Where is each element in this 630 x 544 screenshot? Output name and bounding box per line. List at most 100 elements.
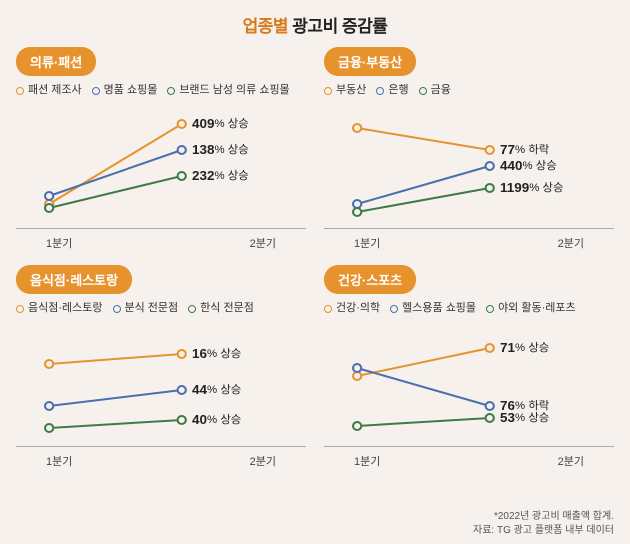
legend-label: 건강·의학 [336, 300, 380, 318]
series-point [178, 120, 186, 128]
panel-0: 의류·패션패션 제조사명품 쇼핑몰브랜드 남성 의류 쇼핑몰409% 상승138… [16, 47, 306, 251]
series-end-label: 232% 상승 [192, 168, 249, 183]
legend-item: 분식 전문점 [113, 300, 179, 318]
chart-grid: 의류·패션패션 제조사명품 쇼핑몰브랜드 남성 의류 쇼핑몰409% 상승138… [16, 47, 614, 469]
x-axis: 1분기 2분기 [324, 446, 614, 469]
series-line [357, 348, 490, 376]
legend-marker [167, 87, 175, 95]
series-end-label: 1199% 상승 [500, 180, 563, 195]
panel-badge: 음식점·레스토랑 [16, 265, 132, 294]
series-line [357, 128, 490, 150]
series-point [486, 414, 494, 422]
series-point [486, 402, 494, 410]
x-axis: 1분기 2분기 [16, 228, 306, 251]
series-point [486, 344, 494, 352]
legend-item: 음식점·레스토랑 [16, 300, 103, 318]
legend-marker [113, 305, 121, 313]
legend-marker [419, 87, 427, 95]
legend-marker [188, 305, 196, 313]
legend-label: 금융 [431, 82, 451, 100]
chart-area: 409% 상승 138% 상승 232% 상승 [16, 116, 306, 226]
legend-item: 헬스용품 쇼핑몰 [390, 300, 476, 318]
series-end-label: 440% 상승 [500, 158, 557, 173]
legend-item: 명품 쇼핑몰 [92, 82, 158, 100]
series-point [178, 172, 186, 180]
series-line [357, 166, 490, 204]
legend-label: 명품 쇼핑몰 [104, 82, 158, 100]
legend-label: 음식점·레스토랑 [28, 300, 103, 318]
panel-1: 금융·부동산부동산 은행 금융 77% 하락440% 상승 1199% 상승 1분기 2분기 [324, 47, 614, 251]
x-axis-label: 1분기 [46, 235, 72, 251]
series-line [357, 368, 490, 406]
legend-marker [324, 305, 332, 313]
x-axis-label: 1분기 [354, 235, 380, 251]
legend-item: 패션 제조사 [16, 82, 82, 100]
series-point [353, 200, 361, 208]
legend-label: 분식 전문점 [125, 300, 179, 318]
chart-area: 77% 하락440% 상승 1199% 상승 [324, 116, 614, 226]
series-line [357, 188, 490, 212]
legend-item: 은행 [376, 82, 408, 100]
series-point [486, 146, 494, 154]
x-axis-label: 2분기 [558, 453, 584, 469]
series-point [178, 386, 186, 394]
series-end-label: 138% 상승 [192, 142, 249, 157]
x-axis: 1분기 2분기 [324, 228, 614, 251]
panel-legend: 건강·의학 헬스용품 쇼핑몰 야외 활동·레포츠 [324, 300, 614, 332]
panel-badge: 건강·스포츠 [324, 265, 416, 294]
x-axis-label: 2분기 [558, 235, 584, 251]
series-line [49, 390, 182, 406]
legend-marker [376, 87, 384, 95]
footnote-line1: *2022년 광고비 매출액 합계. [473, 510, 614, 524]
series-point [45, 360, 53, 368]
legend-item: 부동산 [324, 82, 366, 100]
legend-label: 패션 제조사 [28, 82, 82, 100]
chart-area: 16% 상승 44% 상승 40% 상승 [16, 334, 306, 444]
series-line [49, 420, 182, 428]
series-point [486, 162, 494, 170]
page-title: 업종별 광고비 증감률 [16, 12, 614, 37]
series-point [45, 192, 53, 200]
panel-3: 건강·스포츠건강·의학 헬스용품 쇼핑몰 야외 활동·레포츠 71% 상승76% 하락… [324, 265, 614, 469]
legend-marker [390, 305, 398, 313]
series-point [353, 364, 361, 372]
series-point [45, 204, 53, 212]
x-axis-label: 1분기 [354, 453, 380, 469]
series-end-label: 77% 하락 [500, 142, 549, 157]
legend-item: 야외 활동·레포츠 [486, 300, 576, 318]
legend-item: 금융 [419, 82, 451, 100]
legend-label: 야외 활동·레포츠 [498, 300, 576, 318]
panel-legend: 패션 제조사 명품 쇼핑몰 브랜드 남성 의류 쇼핑몰 [16, 82, 306, 114]
series-line [49, 354, 182, 364]
legend-label: 은행 [388, 82, 408, 100]
series-point [353, 208, 361, 216]
panel-legend: 음식점·레스토랑 분식 전문점 한식 전문점 [16, 300, 306, 332]
title-rest: 광고비 증감률 [288, 17, 387, 36]
footnote: *2022년 광고비 매출액 합계. 자료: TG 광고 플랫폼 내부 데이터 [473, 510, 614, 538]
series-point [45, 402, 53, 410]
series-end-label: 409% 상승 [192, 116, 249, 131]
panel-legend: 부동산 은행 금융 [324, 82, 614, 114]
series-point [178, 146, 186, 154]
series-point [45, 424, 53, 432]
legend-label: 헬스용품 쇼핑몰 [402, 300, 476, 318]
series-point [353, 422, 361, 430]
series-end-label: 40% 상승 [192, 412, 241, 427]
series-end-label: 44% 상승 [192, 382, 241, 397]
panel-2: 음식점·레스토랑음식점·레스토랑분식 전문점한식 전문점16% 상승44% 상승… [16, 265, 306, 469]
x-axis-label: 2분기 [250, 453, 276, 469]
panel-badge: 금융·부동산 [324, 47, 416, 76]
series-point [353, 124, 361, 132]
x-axis-label: 2분기 [250, 235, 276, 251]
legend-marker [16, 87, 24, 95]
chart-area: 71% 상승76% 하락53% 상승 [324, 334, 614, 444]
legend-item: 건강·의학 [324, 300, 380, 318]
legend-marker [324, 87, 332, 95]
series-point [486, 184, 494, 192]
legend-label: 브랜드 남성 의류 쇼핑몰 [179, 82, 289, 100]
series-end-label: 53% 상승 [500, 410, 549, 425]
legend-label: 부동산 [336, 82, 366, 100]
series-end-label: 16% 상승 [192, 346, 241, 361]
legend-marker [16, 305, 24, 313]
legend-label: 한식 전문점 [200, 300, 254, 318]
